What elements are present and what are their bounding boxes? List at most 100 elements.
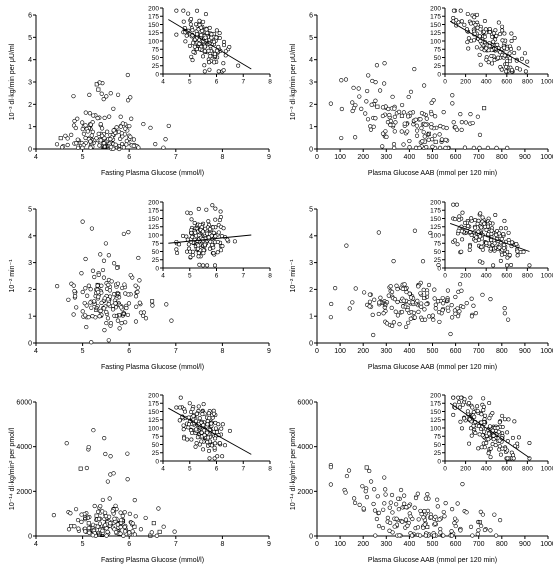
data-point: [403, 324, 409, 330]
x-axis-label: Fasting Plasma Glucose (mmol/l): [101, 364, 204, 371]
data-point: [73, 294, 78, 299]
data-point: [121, 231, 126, 237]
data-point: [422, 508, 427, 514]
inset-data-point: [475, 12, 480, 17]
inset-data-point: [209, 421, 214, 426]
inset-data-point: [509, 263, 514, 268]
data-point: [123, 291, 128, 296]
inset-x-tick-label: 5: [188, 273, 192, 280]
data-point: [132, 532, 137, 537]
inset-data-point: [191, 49, 196, 54]
data-point: [429, 112, 434, 117]
data-point: [371, 501, 376, 507]
inset-data-point: [457, 400, 462, 405]
data-point: [107, 114, 112, 119]
inset-points: [174, 8, 241, 74]
data-point: [105, 129, 110, 134]
data-point: [119, 141, 125, 147]
data-point: [392, 524, 397, 529]
main-y-tick-label: 3: [309, 260, 313, 267]
inset-data-point: [470, 405, 475, 410]
inset-data-point: [487, 416, 492, 421]
data-point: [419, 304, 424, 309]
data-point: [450, 315, 455, 320]
inset-y-tick-label: 25: [434, 63, 442, 70]
main-x-tick-label: 500: [427, 541, 439, 548]
data-point: [374, 516, 379, 522]
data-point: [83, 135, 88, 141]
data-point: [437, 319, 442, 325]
inset-data-point: [496, 20, 501, 25]
data-point: [76, 526, 81, 531]
data-point: [410, 516, 415, 522]
data-point: [347, 306, 352, 311]
inset-data-point: [190, 407, 195, 412]
inset-y-tick-label: 50: [434, 55, 442, 62]
data-point: [377, 88, 383, 93]
inset-data-point: [503, 226, 508, 231]
inset-data-point: [207, 60, 212, 65]
inset-data-point: [214, 430, 219, 435]
data-point: [102, 435, 107, 441]
inset-data-point: [209, 443, 214, 448]
inset-data-point: [459, 229, 464, 234]
data-point: [374, 63, 380, 68]
data-point: [91, 113, 96, 118]
inset-data-point: [220, 422, 225, 427]
data-point: [108, 137, 113, 142]
inset-y-tick-label: 175: [148, 208, 159, 215]
data-point: [380, 144, 385, 149]
data-point: [350, 100, 355, 105]
data-point: [109, 279, 114, 284]
data-point: [98, 308, 103, 313]
inset-data-point: [459, 426, 464, 431]
inset-data-point: [482, 429, 487, 434]
data-point: [388, 520, 393, 525]
inset-data-point: [196, 246, 201, 251]
data-point: [389, 492, 395, 498]
data-point: [477, 132, 483, 137]
main-y-tick-label: 4: [309, 57, 313, 64]
data-point: [453, 294, 458, 300]
main-x-tick-label: 900: [519, 348, 531, 355]
data-point: [497, 518, 503, 523]
inset-data-point: [216, 69, 221, 74]
inset-data-point: [489, 53, 494, 58]
data-point: [73, 507, 79, 512]
inset-data-point: [219, 426, 224, 431]
inset-data-point: [488, 446, 493, 451]
main-x-tick-label: 0: [315, 541, 319, 548]
data-point: [107, 288, 112, 293]
inset-x-tick-label: 5: [188, 79, 192, 86]
inset-data-point: [466, 36, 471, 41]
data-point: [390, 94, 395, 99]
inset-data-point: [457, 405, 462, 410]
data-point: [125, 98, 131, 103]
inset-y-tick-label: 100: [430, 38, 441, 45]
inset-data-point: [174, 8, 179, 13]
inset-data-point: [480, 215, 485, 220]
data-point: [475, 114, 480, 119]
data-point: [125, 477, 130, 482]
inset-data-point: [223, 443, 228, 448]
data-point: [66, 297, 71, 302]
inset-data-point: [479, 46, 484, 51]
data-point: [103, 144, 108, 149]
data-point: [388, 118, 393, 124]
data-point: [100, 267, 106, 273]
data-point: [457, 309, 462, 314]
inset-x-tick-label: 8: [268, 79, 272, 86]
main-x-tick-label: 5: [81, 541, 85, 548]
data-point: [127, 124, 132, 129]
data-point: [80, 219, 85, 224]
inset-data-point: [479, 225, 484, 230]
data-point: [127, 530, 132, 535]
inset-data-point: [203, 44, 208, 49]
data-point: [395, 299, 400, 305]
inset-y-tick-label: 125: [148, 417, 159, 424]
inset-data-point: [208, 54, 213, 59]
inset-data-point: [188, 22, 193, 27]
